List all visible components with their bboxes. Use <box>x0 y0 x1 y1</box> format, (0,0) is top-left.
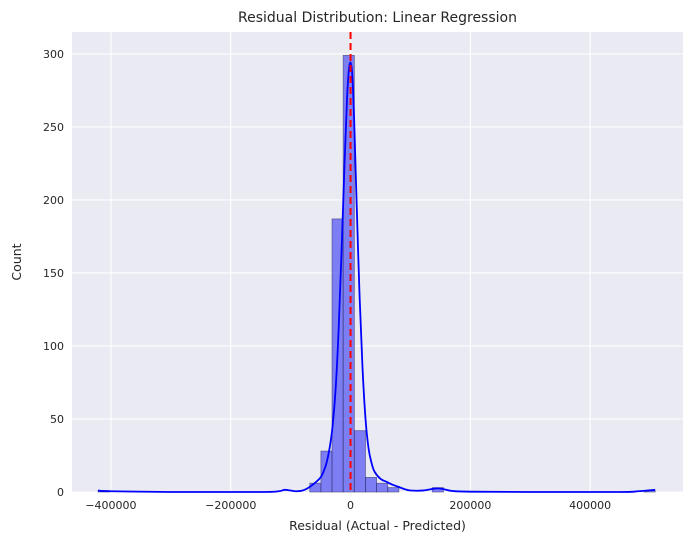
y-axis-ticks: 0 50 100 150 200 250 300 <box>43 48 64 499</box>
y-tick-label: 0 <box>57 486 64 499</box>
kde-curve <box>97 61 656 493</box>
chart-title: Residual Distribution: Linear Regression <box>238 10 517 26</box>
histogram-bar <box>376 482 389 493</box>
y-tick-label: 100 <box>43 340 64 353</box>
histogram-bar <box>309 482 322 493</box>
y-tick-label: 250 <box>43 121 64 134</box>
y-tick-label: 150 <box>43 267 64 280</box>
x-tick-label: 0 <box>347 499 354 512</box>
histogram-bar <box>365 476 378 493</box>
y-axis-label: Count <box>9 243 24 280</box>
histogram-bar <box>320 450 333 493</box>
y-tick-label: 200 <box>43 194 64 207</box>
histogram-bar <box>387 487 400 493</box>
y-tick-label: 300 <box>43 48 64 61</box>
histogram-bar <box>353 430 366 493</box>
x-axis-ticks: −400000 −200000 0 200000 400000 <box>85 499 611 512</box>
plot-area <box>72 32 683 492</box>
histogram-bar <box>342 54 355 493</box>
x-tick-label: −200000 <box>205 499 256 512</box>
x-tick-label: 200000 <box>449 499 491 512</box>
x-tick-label: 400000 <box>569 499 611 512</box>
y-tick-label: 50 <box>50 413 64 426</box>
x-axis-label: Residual (Actual - Predicted) <box>289 518 466 533</box>
x-tick-label: −400000 <box>85 499 136 512</box>
